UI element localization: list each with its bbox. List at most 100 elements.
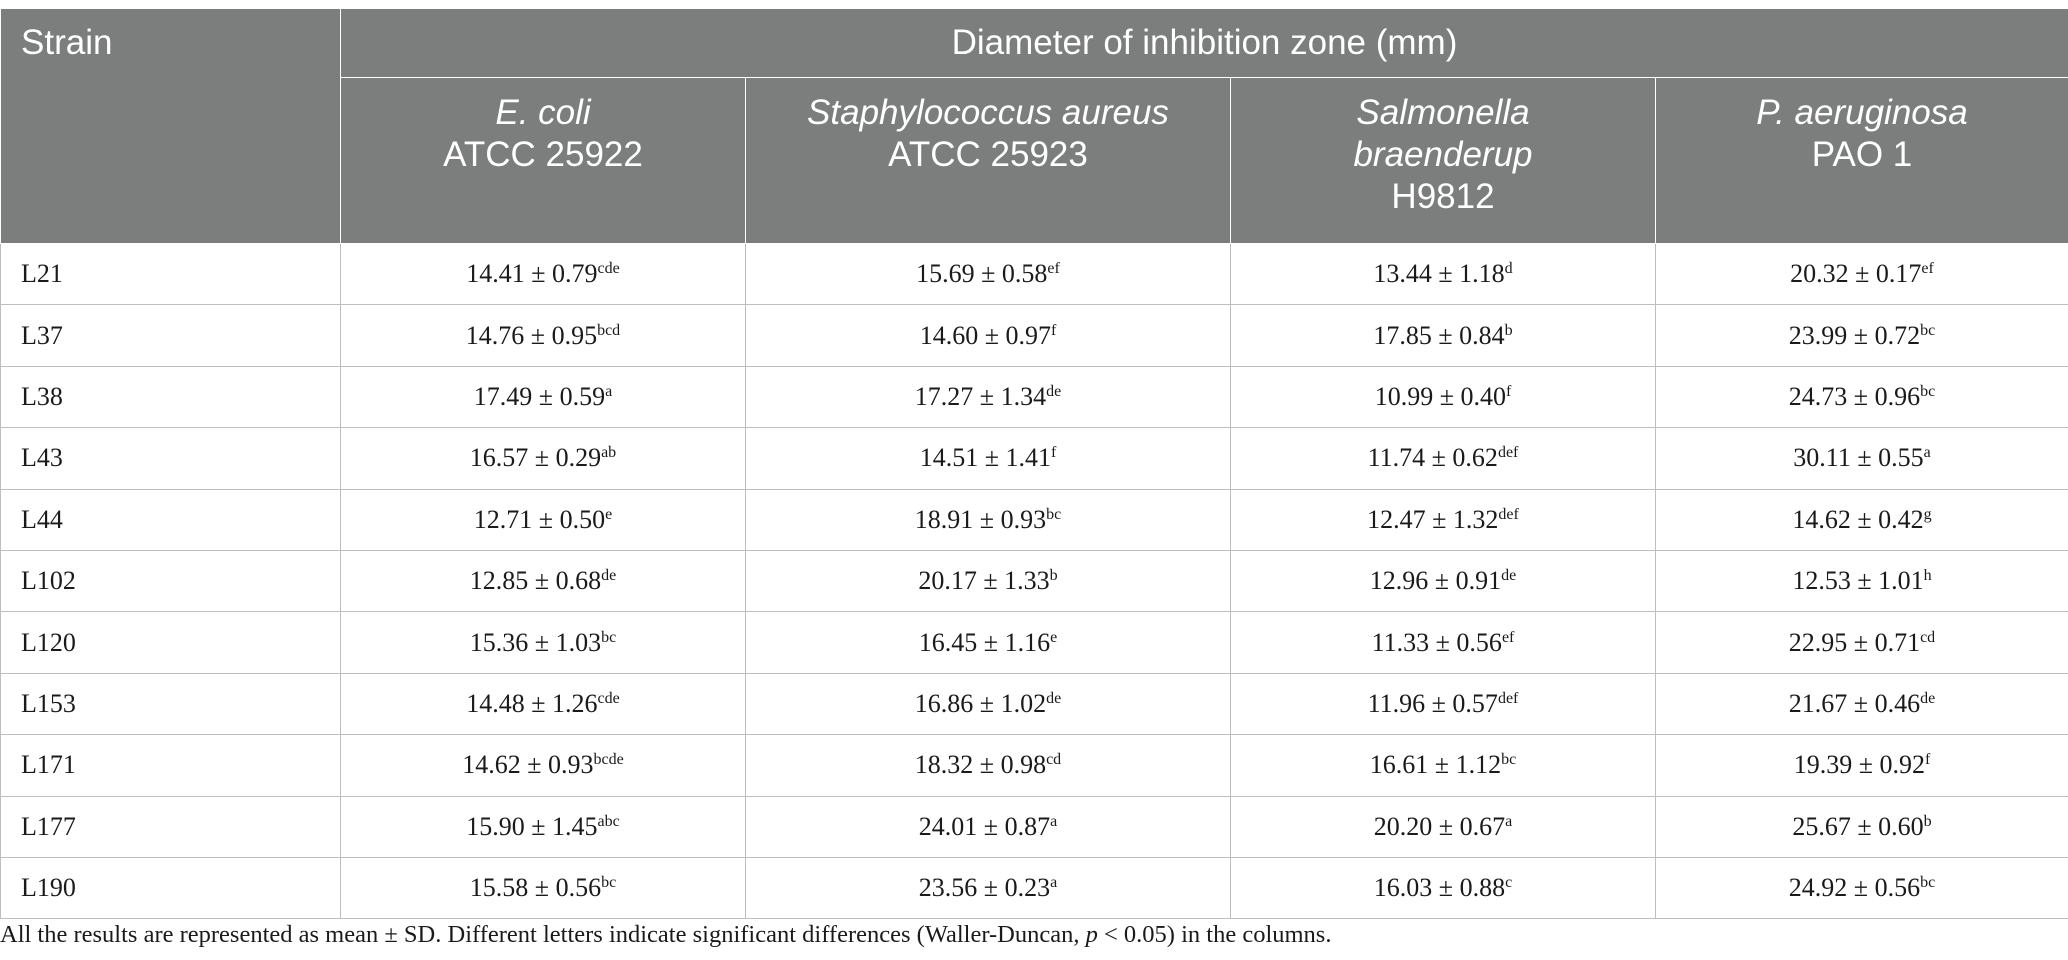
mean-sd-value: 17.27 ± 1.34: [914, 381, 1047, 411]
mean-sd-value: 22.95 ± 0.71: [1788, 627, 1921, 657]
significance-letters: e: [605, 505, 613, 523]
significance-letters: bc: [601, 874, 617, 892]
value-cell: 14.76 ± 0.95bcd: [340, 304, 746, 367]
strain-cell: L153: [0, 672, 341, 736]
mean-sd-value: 12.85 ± 0.68: [469, 566, 602, 596]
significance-letters: f: [1924, 751, 1931, 769]
significance-letters: b: [1504, 321, 1513, 339]
strain-cell: L190: [0, 856, 341, 920]
value-cell: 13.44 ± 1.18d: [1230, 243, 1656, 306]
strain-cell: L37: [0, 304, 341, 367]
value-cell: 15.69 ± 0.58ef: [745, 243, 1231, 306]
value-cell: 20.20 ± 0.67a: [1230, 795, 1656, 858]
table-header: Strain Diameter of inhibition zone (mm) …: [0, 8, 2068, 244]
value-cell: 11.33 ± 0.56ef: [1230, 611, 1656, 674]
significance-letters: f: [1050, 321, 1057, 339]
value-cell: 25.67 ± 0.60b: [1655, 795, 2068, 858]
mean-sd-value: 11.33 ± 0.56: [1371, 627, 1502, 657]
table-row: L43 16.57 ± 0.29ab 14.51 ± 1.41f 11.74 ± 0.…: [0, 427, 2068, 490]
mean-sd-value: 23.56 ± 0.23: [918, 873, 1051, 903]
significance-letters: abc: [597, 812, 620, 830]
strain-cell: L102: [0, 549, 341, 613]
value-cell: 12.71 ± 0.50e: [340, 488, 746, 551]
inhibition-zone-table: Strain Diameter of inhibition zone (mm) …: [0, 8, 2068, 920]
mean-sd-value: 14.51 ± 1.41: [919, 443, 1051, 473]
strain-id: ATCC 25923: [888, 135, 1088, 174]
table-container: Strain Diameter of inhibition zone (mm) …: [0, 8, 2068, 920]
value-cell: 14.41 ± 0.79cde: [340, 243, 746, 306]
significance-letters: de: [1920, 689, 1936, 707]
value-cell: 16.86 ± 1.02de: [745, 672, 1231, 736]
mean-sd-value: 13.44 ± 1.18: [1373, 259, 1505, 289]
mean-sd-value: 14.41 ± 0.79: [466, 259, 598, 289]
table-row: L38 17.49 ± 0.59a 17.27 ± 1.34de 10.99 ± 0.…: [0, 365, 2068, 429]
mean-sd-value: 14.60 ± 0.97: [919, 320, 1051, 350]
strain-column-header: Strain: [0, 8, 341, 244]
significance-letters: cde: [597, 689, 620, 707]
table-footnote: All the results are represented as mean …: [0, 921, 1331, 949]
strain-cell: L177: [0, 795, 341, 858]
value-cell: 18.91 ± 0.93bc: [745, 488, 1231, 551]
value-cell: 12.47 ± 1.32def: [1230, 488, 1656, 551]
mean-sd-value: 11.74 ± 0.62: [1367, 443, 1498, 473]
significance-letters: g: [1923, 505, 1932, 523]
table-row: L171 14.62 ± 0.93bcde 18.32 ± 0.98cd 16.61 …: [0, 734, 2068, 797]
value-cell: 19.39 ± 0.92f: [1655, 734, 2068, 797]
mean-sd-value: 16.86 ± 1.02: [914, 688, 1047, 718]
footnote-p-symbol: p: [1085, 921, 1098, 948]
value-cell: 14.48 ± 1.26cde: [340, 672, 746, 736]
value-cell: 15.58 ± 0.56bc: [340, 856, 746, 920]
mean-sd-value: 12.47 ± 1.32: [1367, 504, 1499, 534]
table-row: L44 12.71 ± 0.50e 18.91 ± 0.93bc 12.47 ± 1.…: [0, 488, 2068, 551]
species-column-header: Staphylococcus aureus ATCC 25923: [745, 77, 1231, 244]
significance-letters: a: [1505, 812, 1513, 830]
mean-sd-value: 21.67 ± 0.46: [1788, 688, 1921, 718]
value-cell: 22.95 ± 0.71cd: [1655, 611, 2068, 674]
mean-sd-value: 12.53 ± 1.01: [1792, 566, 1924, 596]
table-row: L21 14.41 ± 0.79cde 15.69 ± 0.58ef 13.44 ± …: [0, 243, 2068, 306]
mean-sd-value: 20.32 ± 0.17: [1790, 259, 1922, 289]
value-cell: 24.92 ± 0.56bc: [1655, 856, 2068, 920]
significance-letters: a: [1923, 444, 1931, 462]
value-cell: 20.32 ± 0.17ef: [1655, 243, 2068, 306]
significance-letters: def: [1498, 505, 1519, 523]
value-cell: 12.53 ± 1.01h: [1655, 549, 2068, 613]
value-cell: 23.99 ± 0.72bc: [1655, 304, 2068, 367]
table-row: L102 12.85 ± 0.68de 20.17 ± 1.33b 12.96 ± 0…: [0, 549, 2068, 613]
significance-letters: b: [1923, 812, 1932, 830]
value-cell: 17.49 ± 0.59a: [340, 365, 746, 429]
group-header: Diameter of inhibition zone (mm): [340, 8, 2068, 78]
significance-letters: de: [1046, 382, 1062, 400]
value-cell: 11.96 ± 0.57def: [1230, 672, 1656, 736]
header-row-1: Strain Diameter of inhibition zone (mm): [0, 8, 2068, 244]
strain-cell: L171: [0, 734, 341, 797]
mean-sd-value: 14.76 ± 0.95: [465, 320, 598, 350]
significance-letters: bc: [601, 628, 617, 646]
significance-letters: bc: [1501, 751, 1517, 769]
significance-letters: bcd: [597, 321, 621, 339]
significance-letters: b: [1049, 567, 1058, 585]
mean-sd-value: 16.61 ± 1.12: [1369, 750, 1502, 780]
value-cell: 23.56 ± 0.23a: [745, 856, 1231, 920]
value-cell: 14.62 ± 0.93bcde: [340, 734, 746, 797]
header-row-2: E. coli ATCC 25922 Staphylococcus aureus AT…: [1, 77, 2068, 244]
footnote-text-start: All the results are represented as mean …: [0, 921, 1086, 948]
significance-letters: cd: [1920, 628, 1936, 646]
significance-letters: f: [1505, 382, 1512, 400]
mean-sd-value: 15.36 ± 1.03: [469, 627, 602, 657]
significance-letters: de: [1046, 689, 1062, 707]
mean-sd-value: 17.85 ± 0.84: [1373, 320, 1505, 350]
significance-letters: bc: [1046, 505, 1062, 523]
mean-sd-value: 12.71 ± 0.50: [473, 504, 606, 534]
significance-letters: ef: [1921, 260, 1934, 278]
table-row: L177 15.90 ± 1.45abc 24.01 ± 0.87a 20.20 ± …: [0, 795, 2068, 858]
mean-sd-value: 19.39 ± 0.92: [1793, 750, 1925, 780]
table-row: L190 15.58 ± 0.56bc 23.56 ± 0.23a 16.03 ± 0…: [0, 856, 2068, 920]
mean-sd-value: 15.69 ± 0.58: [916, 259, 1048, 289]
mean-sd-value: 15.58 ± 0.56: [469, 873, 602, 903]
mean-sd-value: 11.96 ± 0.57: [1367, 688, 1498, 718]
mean-sd-value: 15.90 ± 1.45: [466, 811, 598, 841]
significance-letters: def: [1497, 444, 1519, 462]
mean-sd-value: 10.99 ± 0.40: [1374, 381, 1506, 411]
value-cell: 16.57 ± 0.29ab: [340, 427, 746, 490]
